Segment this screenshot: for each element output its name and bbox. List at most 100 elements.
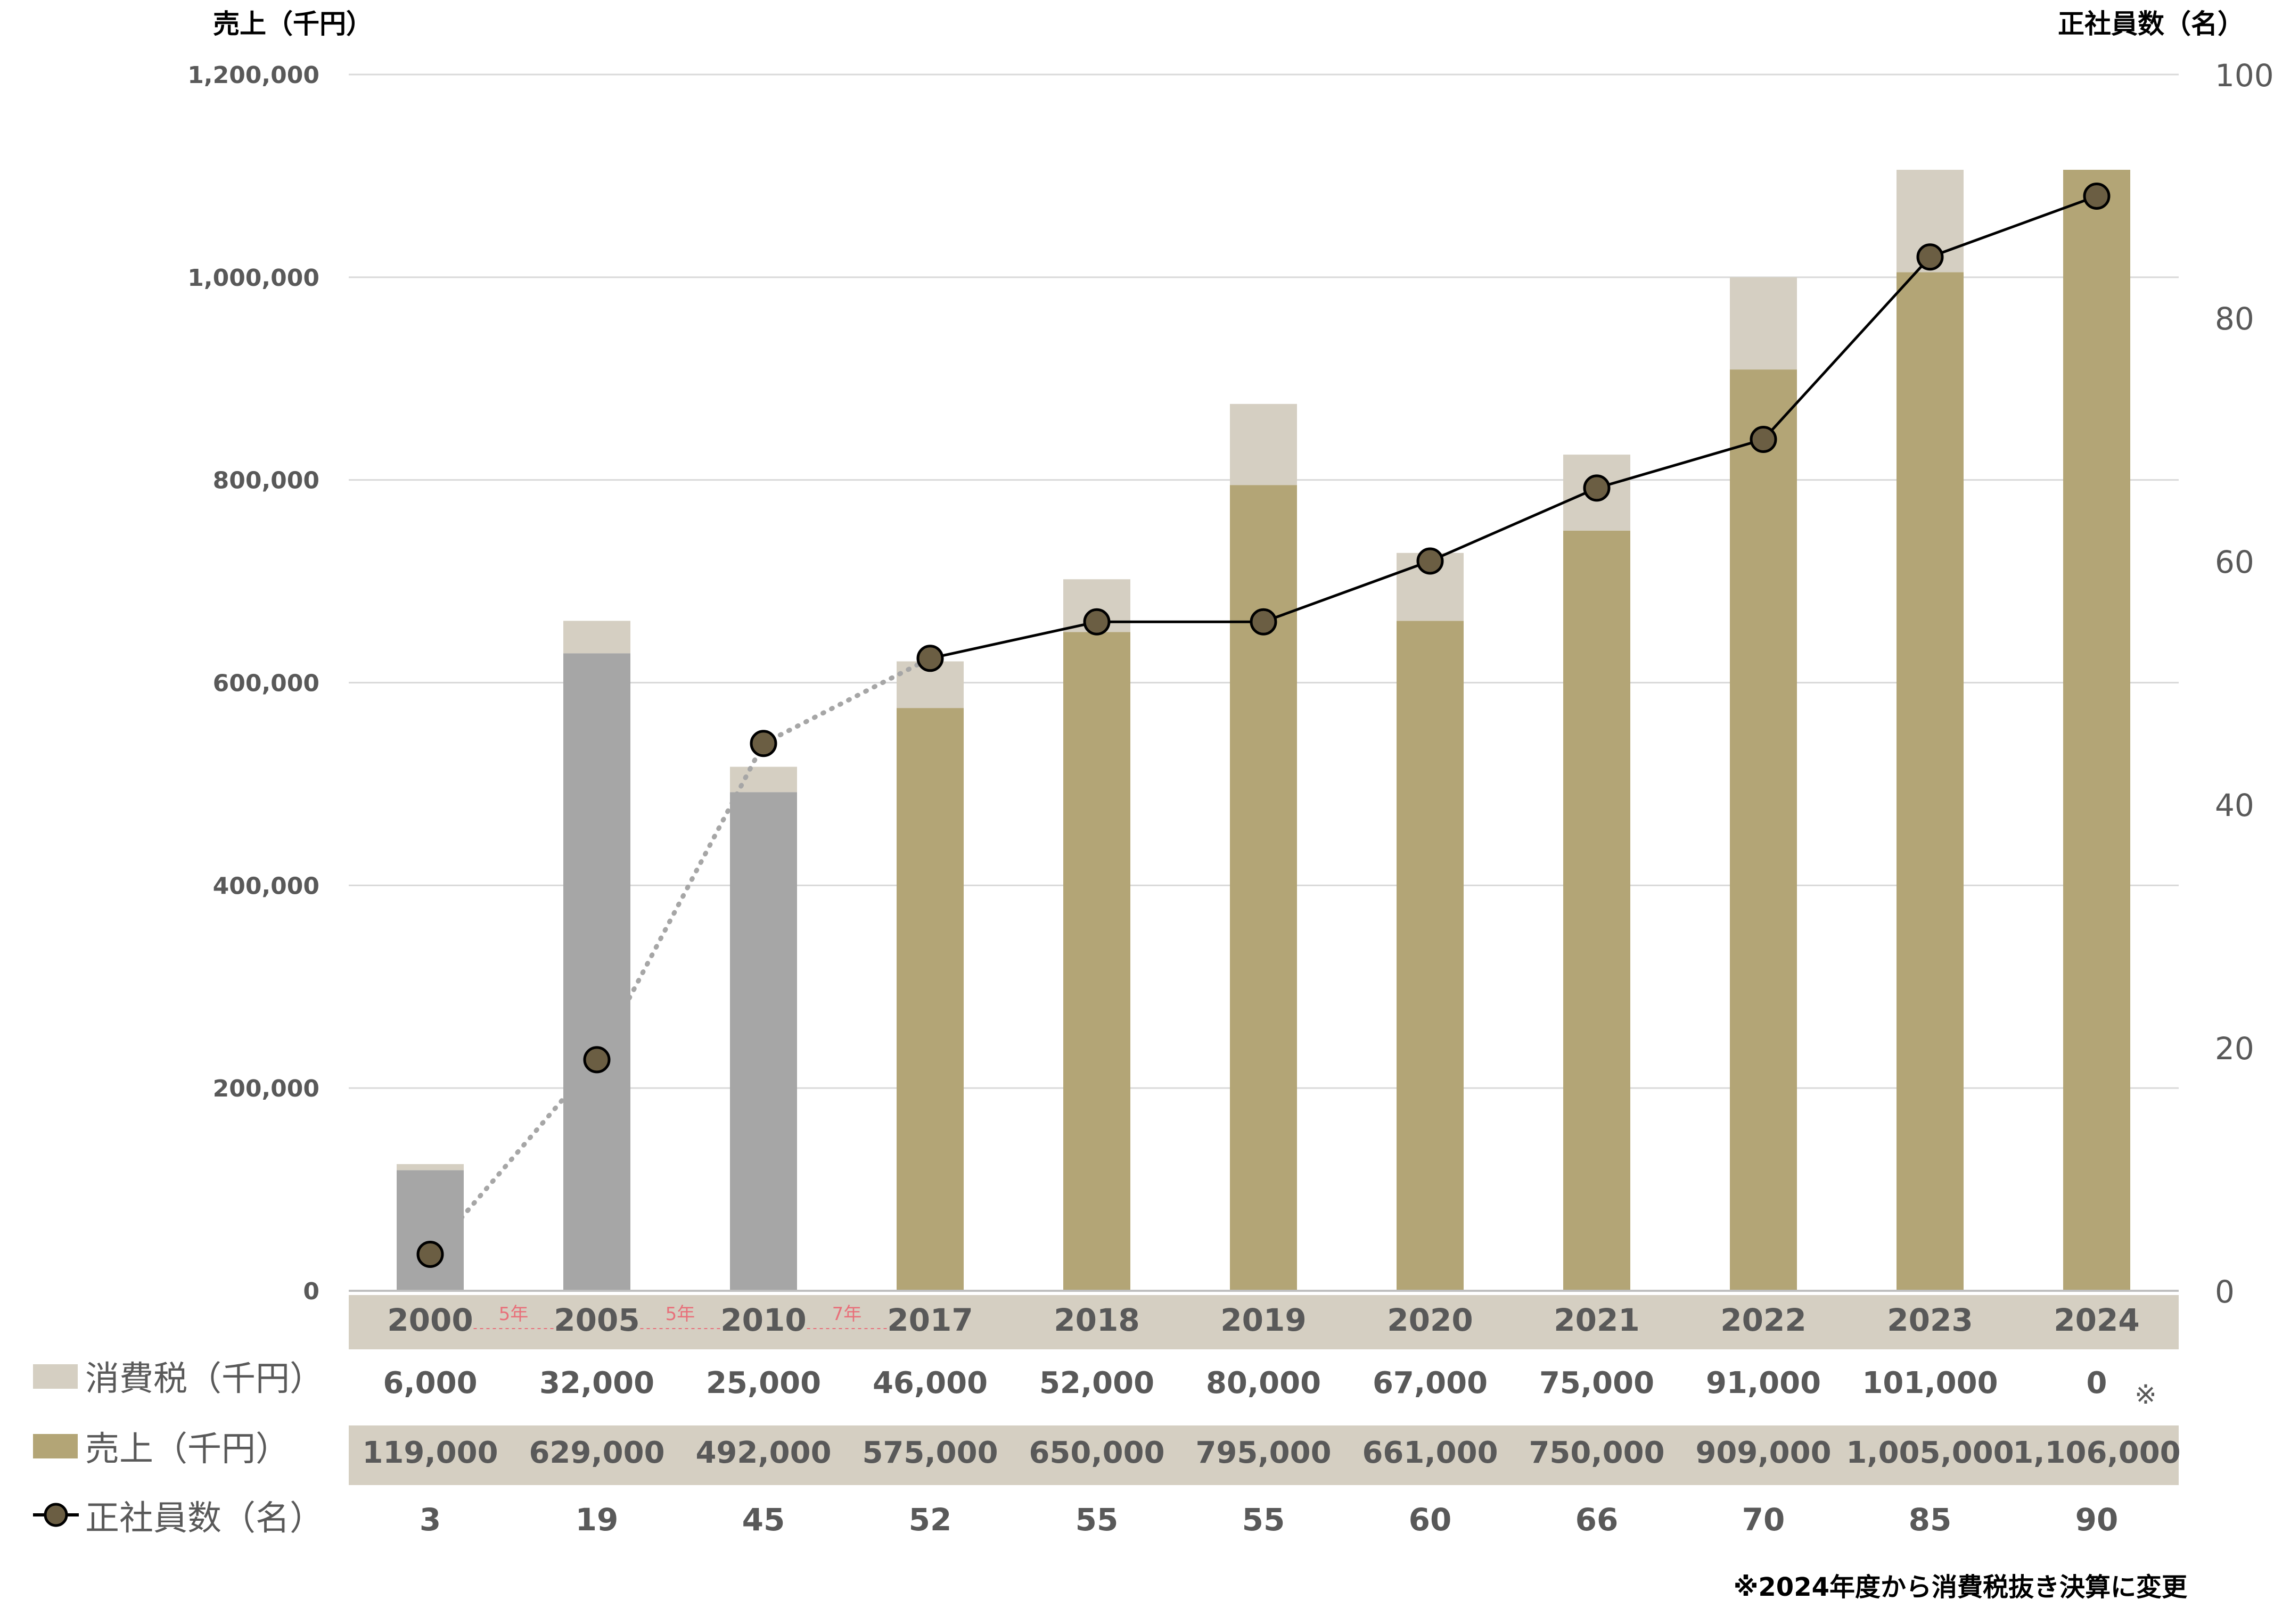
employee-point xyxy=(750,730,777,757)
tax-bar xyxy=(1730,277,1797,370)
sales-value-label: 750,000 xyxy=(1529,1436,1664,1470)
table-bands xyxy=(349,1295,2179,1485)
employee-point xyxy=(2083,183,2111,210)
employee-value-label: 55 xyxy=(1076,1502,1119,1538)
left-axis-title: 売上（千円） xyxy=(213,9,373,39)
sales-value-label: 119,000 xyxy=(362,1436,498,1470)
tax-bar xyxy=(563,621,630,654)
employee-value-label: 45 xyxy=(742,1502,785,1538)
category-label: 2024 xyxy=(2054,1302,2139,1338)
year-gap-label: 5年 xyxy=(666,1304,695,1325)
employee-value-label: 66 xyxy=(1575,1502,1619,1538)
sales-value-label: 1,005,000 xyxy=(1846,1436,2014,1470)
left-tick-label: 0 xyxy=(303,1278,319,1305)
employee-point xyxy=(416,1240,444,1268)
sales-value-label: 1,106,000 xyxy=(2013,1436,2180,1470)
tax-value-label: 75,000 xyxy=(1539,1366,1654,1400)
category-label: 2022 xyxy=(1720,1302,1806,1338)
employee-point xyxy=(1083,608,1111,636)
sales-value-label: 492,000 xyxy=(695,1436,831,1470)
sales-value-label: 629,000 xyxy=(529,1436,664,1470)
category-label: 2010 xyxy=(720,1302,806,1338)
category-band xyxy=(349,1295,2179,1349)
legend-label-tax: 消費税（千円） xyxy=(85,1359,324,1399)
sales-value-label: 575,000 xyxy=(862,1436,998,1470)
right-tick-label: 0 xyxy=(2215,1274,2235,1310)
left-tick-label: 600,000 xyxy=(213,670,319,697)
sales-bar xyxy=(1230,485,1297,1291)
legend-swatch-sales xyxy=(33,1434,78,1458)
sales-bar xyxy=(1063,632,1130,1291)
sales-bar xyxy=(897,708,964,1291)
sales-band xyxy=(349,1425,2179,1485)
tax-value-label: 91,000 xyxy=(1706,1366,1821,1400)
employee-point xyxy=(1583,474,1611,502)
category-label: 2000 xyxy=(387,1302,473,1338)
employee-value-label: 19 xyxy=(576,1502,619,1538)
tax-value-label: 46,000 xyxy=(873,1366,988,1400)
employee-value-label: 60 xyxy=(1409,1502,1452,1538)
sales-bar xyxy=(563,653,630,1291)
legend-swatch-tax xyxy=(33,1364,78,1389)
employee-value-label: 85 xyxy=(1909,1502,1952,1538)
employee-point xyxy=(916,645,944,672)
category-label: 2018 xyxy=(1054,1302,1139,1338)
tax-value-label: 67,000 xyxy=(1373,1366,1488,1400)
left-tick-label: 1,200,000 xyxy=(187,62,319,89)
category-label: 2021 xyxy=(1554,1302,1639,1338)
employee-value-label: 70 xyxy=(1742,1502,1785,1538)
right-tick-label: 20 xyxy=(2215,1031,2254,1067)
employee-value-label: 3 xyxy=(420,1502,441,1538)
sales-bar xyxy=(1397,621,1464,1291)
employee-point xyxy=(1916,243,1944,271)
category-label: 2020 xyxy=(1387,1302,1473,1338)
employee-value-label: 52 xyxy=(909,1502,952,1538)
legend-label-sales: 売上（千円） xyxy=(85,1430,290,1469)
right-tick-label: 40 xyxy=(2215,787,2254,823)
sales-bar xyxy=(1563,530,1630,1291)
left-tick-label: 1,000,000 xyxy=(187,265,319,292)
employee-line xyxy=(416,183,2111,1268)
sales-bar xyxy=(397,1170,464,1291)
tax-value-label: 6,000 xyxy=(383,1366,477,1400)
tax-value-label: 80,000 xyxy=(1206,1366,1321,1400)
right-tick-label: 80 xyxy=(2215,301,2254,337)
sales-value-label: 661,000 xyxy=(1362,1436,1498,1470)
employee-point xyxy=(1250,608,1277,636)
sales-value-label: 909,000 xyxy=(1695,1436,1831,1470)
footnote: ※2024年度から消費税抜き決算に変更 xyxy=(1734,1572,2188,1602)
tax-value-label: 52,000 xyxy=(1039,1366,1154,1400)
tax-value-label: 0 xyxy=(2087,1366,2107,1400)
legend-swatch-marker xyxy=(44,1503,68,1527)
bars xyxy=(397,169,2130,1291)
tax-value-label: 101,000 xyxy=(1862,1366,1998,1400)
category-label: 2019 xyxy=(1220,1302,1306,1338)
year-gap-label: 5年 xyxy=(499,1304,529,1325)
employee-line-solid xyxy=(930,195,2097,660)
sales-bar xyxy=(1897,272,1964,1291)
year-gap-label: 7年 xyxy=(832,1304,862,1325)
employee-point xyxy=(1750,426,1777,453)
data-table: 2000 6,000 119,000 3 2005 32,000 629,000 19 2010… xyxy=(362,1302,2180,1538)
tax-bar xyxy=(1230,403,1297,485)
left-tick-label: 200,000 xyxy=(213,1075,319,1102)
sales-bar xyxy=(2063,169,2130,1291)
left-tick-label: 800,000 xyxy=(213,467,319,494)
sales-bar xyxy=(1730,369,1797,1291)
right-tick-label: 100 xyxy=(2215,57,2274,94)
employee-point xyxy=(583,1046,611,1074)
tax-value-label: 32,000 xyxy=(539,1366,654,1400)
employee-value-label: 55 xyxy=(1242,1502,1285,1538)
right-axis-title: 正社員数（名） xyxy=(2058,9,2244,39)
sales-value-label: 795,000 xyxy=(1195,1436,1331,1470)
category-label: 2017 xyxy=(887,1302,973,1338)
right-tick-label: 60 xyxy=(2215,544,2254,580)
tax-value-label: 25,000 xyxy=(706,1366,821,1400)
legend: 消費税（千円） 売上（千円） 正社員数（名） xyxy=(33,1359,324,1538)
sales-bar xyxy=(730,792,797,1291)
axes: 0 200,000 400,000 600,000 800,000 1,000,000 1,… xyxy=(187,57,2273,1310)
employee-line-dotted xyxy=(428,656,933,1257)
legend-label-employees: 正社員数（名） xyxy=(85,1499,324,1538)
category-label: 2023 xyxy=(1887,1302,1973,1338)
